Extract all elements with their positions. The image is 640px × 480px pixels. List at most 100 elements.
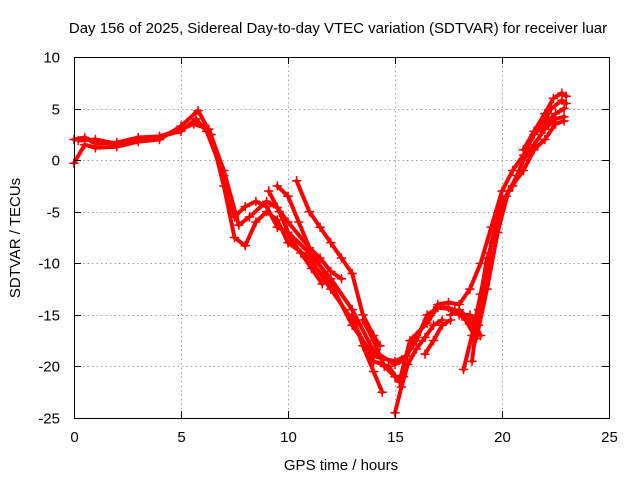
data-point-plus	[283, 191, 293, 201]
grid-lines	[74, 57, 609, 418]
data-point-plus	[304, 243, 315, 253]
data-point-plus	[546, 103, 556, 114]
data-point-plus	[420, 349, 430, 359]
data-point-plus	[396, 382, 407, 392]
tick-marks	[74, 57, 610, 419]
data-point-plus	[390, 356, 400, 367]
data-point-plus	[411, 344, 422, 354]
x-tick-label: 20	[494, 429, 511, 446]
data-point-plus	[411, 335, 422, 346]
data-point-plus	[234, 220, 244, 230]
series-layer	[69, 88, 571, 418]
data-point-plus	[191, 114, 201, 124]
data-point-plus	[420, 332, 430, 343]
data-point-plus	[437, 320, 447, 330]
data-point-plus	[501, 191, 512, 201]
data-point-plus	[403, 359, 413, 370]
data-point-plus	[484, 248, 494, 258]
series-14-trace	[538, 98, 569, 132]
data-point-plus	[193, 105, 203, 116]
data-point-plus	[347, 310, 357, 320]
data-point-plus	[304, 206, 315, 217]
series-0-trace	[72, 106, 567, 367]
data-point-plus	[379, 361, 390, 372]
data-point-plus	[433, 302, 443, 313]
data-point-plus	[529, 126, 539, 137]
y-tick-label: 5	[52, 102, 60, 119]
data-point-plus	[475, 258, 486, 269]
data-point-plus	[176, 124, 186, 134]
data-point-plus	[368, 351, 379, 361]
data-point-plus	[475, 330, 486, 341]
data-point-plus	[90, 134, 101, 145]
data-point-plus	[154, 131, 165, 142]
data-point-plus	[263, 186, 274, 196]
data-point-plus	[326, 279, 336, 289]
data-point-plus	[251, 217, 261, 227]
data-point-plus	[112, 138, 122, 149]
data-point-plus	[518, 145, 529, 155]
data-point-plus	[336, 253, 347, 263]
data-point-plus	[326, 266, 336, 277]
data-point-plus	[283, 237, 293, 248]
data-point-plus	[458, 364, 469, 375]
x-tick-labels: 0 5 10 15 20 25	[70, 429, 618, 446]
data-point-plus	[291, 176, 302, 186]
data-point-plus	[219, 165, 229, 176]
y-axis-label: SDTVAR / TECUs	[7, 178, 24, 298]
data-point-plus	[272, 215, 283, 225]
data-point-plus	[315, 222, 325, 232]
data-point-plus	[445, 310, 456, 320]
data-point-plus	[368, 335, 379, 346]
x-tick-label: 5	[177, 429, 185, 446]
data-point-plus	[492, 212, 503, 222]
data-point-plus	[133, 134, 143, 145]
data-point-plus	[261, 196, 272, 207]
data-point-plus	[518, 155, 529, 165]
data-point-plus	[529, 145, 539, 155]
data-point-plus	[261, 206, 272, 217]
data-point-plus	[285, 232, 295, 243]
data-point-plus	[244, 212, 255, 222]
data-point-plus	[251, 196, 261, 207]
data-point-plus	[296, 248, 306, 258]
data-point-plus	[535, 124, 546, 134]
chart-title: Day 156 of 2025, Sidereal Day-to-day VTE…	[69, 20, 607, 37]
series-7-trace	[350, 312, 385, 395]
data-point-plus	[229, 232, 240, 243]
data-point-plus	[473, 304, 484, 315]
y-tick-labels: 10 5 0 -5 -10 -15 -20 -25	[38, 50, 60, 428]
data-point-plus	[368, 366, 379, 377]
y-tick-label: 0	[52, 153, 60, 170]
data-point-plus	[272, 181, 283, 191]
data-point-plus	[73, 135, 84, 146]
data-point-plus	[428, 335, 439, 346]
y-tick-label: -5	[47, 205, 60, 222]
data-point-plus	[90, 143, 101, 153]
data-point-plus	[465, 284, 475, 294]
data-point-plus	[390, 371, 400, 382]
data-point-plus	[326, 237, 336, 248]
y-tick-label: -10	[38, 256, 60, 273]
data-point-plus	[347, 268, 357, 279]
data-point-plus	[465, 315, 475, 325]
data-point-plus	[240, 201, 250, 212]
x-tick-label: 0	[70, 429, 78, 446]
data-point-plus	[467, 356, 477, 367]
data-point-plus	[550, 119, 561, 129]
data-point-plus	[482, 253, 492, 263]
x-axis-label: GPS time / hours	[284, 457, 398, 474]
data-point-plus	[315, 253, 325, 263]
data-point-plus	[559, 103, 569, 114]
y-tick-label: -20	[38, 359, 60, 376]
data-point-plus	[336, 274, 347, 284]
data-point-plus	[400, 351, 411, 361]
data-point-plus	[454, 304, 464, 315]
data-point-plus	[204, 124, 214, 134]
data-point-plus	[189, 119, 199, 129]
data-point-plus	[561, 98, 571, 109]
data-point-plus	[377, 387, 387, 397]
data-point-plus	[512, 170, 522, 181]
data-point-plus	[559, 116, 569, 126]
